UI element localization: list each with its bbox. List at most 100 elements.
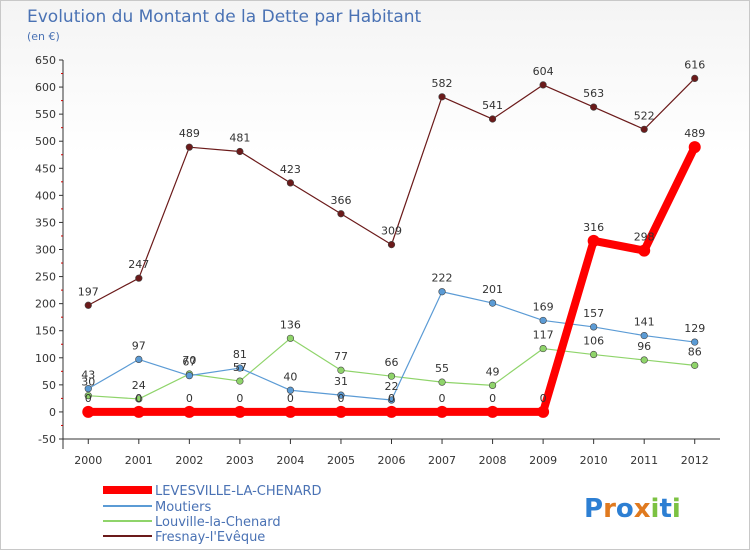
data-label: 96	[637, 340, 651, 353]
data-point	[587, 234, 600, 247]
data-label: 582	[432, 77, 453, 90]
x-tick-label: 2012	[681, 454, 709, 467]
data-label: 489	[684, 127, 705, 140]
logo-letter: t	[659, 494, 671, 524]
data-point	[84, 392, 92, 400]
x-tick-label: 2005	[327, 454, 355, 467]
legend-label: LEVESVILLE-LA-CHENARD	[155, 484, 322, 499]
data-label: 481	[229, 132, 250, 145]
data-point	[387, 372, 396, 380]
data-label: 70	[182, 354, 196, 367]
x-tick-label: 2001	[125, 454, 153, 467]
data-label: 0	[236, 392, 243, 405]
data-point	[537, 405, 550, 418]
data-label: 616	[684, 58, 705, 71]
data-point	[84, 301, 92, 309]
data-label: 117	[533, 329, 554, 342]
data-label: 316	[583, 221, 604, 234]
data-label: 247	[128, 258, 149, 271]
y-tick-label: 250	[35, 271, 56, 284]
logo-letter: o	[616, 494, 634, 524]
data-point	[385, 405, 398, 418]
data-point	[486, 405, 499, 418]
data-label: 0	[85, 392, 92, 405]
data-label: 106	[583, 335, 604, 348]
data-point	[286, 386, 295, 394]
data-label: 49	[486, 365, 500, 378]
data-point	[488, 115, 497, 123]
data-point	[488, 299, 497, 307]
legend-label: Fresnay-l'Evêque	[155, 530, 265, 545]
axes: -500501001502002503003504004505005506006…	[35, 54, 720, 467]
proxiti-logo: Proxiti	[584, 494, 681, 524]
data-label: 0	[439, 392, 446, 405]
legend-label: Moutiers	[155, 500, 211, 515]
y-tick-label: 400	[35, 189, 56, 202]
series-line-3	[87, 77, 696, 306]
data-label: 66	[385, 356, 399, 369]
x-tick-label: 2002	[175, 454, 203, 467]
data-label: 55	[435, 362, 449, 375]
logo-letter: x	[634, 494, 651, 524]
data-label: 24	[132, 379, 146, 392]
data-label: 563	[583, 87, 604, 100]
data-label: 141	[634, 316, 655, 329]
x-tick-label: 2003	[226, 454, 254, 467]
data-point	[387, 396, 396, 404]
data-label: 197	[78, 285, 99, 298]
logo-letter: i	[651, 494, 660, 524]
logo-letter: r	[603, 494, 616, 524]
data-point	[185, 372, 193, 380]
y-tick-label: 200	[35, 298, 56, 311]
data-label: 541	[482, 99, 503, 112]
data-point	[135, 274, 143, 282]
y-tick-label: 550	[35, 108, 56, 121]
data-label: 298	[634, 231, 655, 244]
data-label: 309	[381, 225, 402, 238]
data-point	[640, 356, 648, 364]
data-point	[640, 125, 648, 133]
data-point	[236, 147, 244, 156]
data-point	[488, 381, 497, 389]
data-point	[84, 385, 92, 393]
data-point	[284, 405, 297, 418]
y-tick-label: 500	[35, 135, 56, 148]
data-label: 40	[283, 370, 297, 383]
data-point	[236, 377, 244, 385]
data-label: 366	[330, 194, 351, 207]
data-point	[539, 316, 547, 325]
y-tick-label: -50	[38, 433, 56, 446]
y-tick-label: 0	[49, 406, 56, 419]
data-point	[337, 210, 345, 218]
data-label: 604	[533, 65, 554, 78]
data-label: 86	[688, 345, 702, 358]
data-point	[539, 81, 547, 89]
logo-letter: i	[672, 494, 681, 524]
data-label: 522	[634, 109, 655, 122]
data-point	[640, 331, 648, 340]
data-label: 169	[533, 300, 554, 313]
logo-wordmark: Proxiti	[584, 494, 681, 524]
x-tick-label: 2009	[529, 454, 557, 467]
data-point	[438, 93, 446, 101]
y-tick-label: 300	[35, 244, 56, 257]
data-point	[334, 405, 347, 418]
data-point	[691, 361, 699, 369]
data-point	[233, 405, 246, 418]
data-point	[135, 355, 143, 364]
data-point	[438, 288, 446, 296]
legend: LEVESVILLE-LA-CHENARDMoutiersLouville-la…	[103, 484, 322, 545]
y-tick-label: 450	[35, 162, 56, 175]
data-point	[132, 405, 145, 418]
data-label: 0	[489, 392, 496, 405]
x-tick-label: 2008	[479, 454, 507, 467]
data-point	[691, 74, 699, 83]
x-tick-label: 2004	[276, 454, 304, 467]
data-point	[236, 364, 244, 372]
data-labels: 197 247 489 481 423 366 309 582 541 604 563 522 616 3…	[78, 58, 705, 405]
data-point	[590, 103, 598, 111]
x-tick-label: 2000	[74, 454, 102, 467]
data-point	[337, 366, 345, 374]
data-point	[183, 405, 196, 418]
